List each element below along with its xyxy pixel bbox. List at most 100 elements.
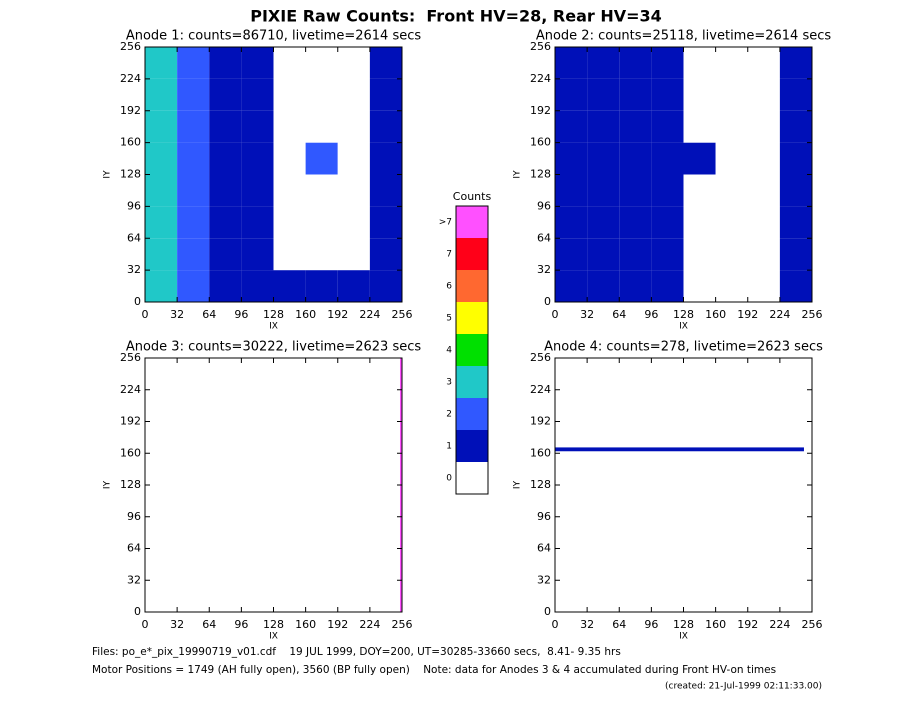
heatmap-cell: [587, 110, 620, 143]
heatmap-cell: [241, 270, 274, 302]
y-tick-label: 0: [134, 295, 141, 308]
heatmap-cell: [555, 142, 588, 175]
heatmap-cell: [587, 142, 620, 175]
footer-line: Motor Positions = 1749 (AH fully open), …: [92, 664, 776, 676]
y-tick-label: 96: [127, 510, 141, 523]
y-tick-label: 128: [120, 478, 141, 491]
heatmap-cell: [683, 78, 716, 111]
y-tick-label: 0: [544, 605, 551, 618]
heatmap-cell: [305, 110, 338, 143]
y-tick-label: 128: [530, 168, 551, 181]
heatmap-cell: [651, 142, 684, 175]
panel-title: Anode 2: counts=25118, livetime=2614 sec…: [536, 29, 832, 44]
heatmap-cell: [715, 78, 748, 111]
colorbar-frame: [455, 205, 489, 495]
heatmap-cell: [555, 358, 804, 448]
heatmap-cell: [651, 206, 684, 239]
colorbar-swatch: [456, 430, 488, 462]
heatmap-cell: [177, 174, 210, 207]
heatmap-cell: [145, 206, 178, 239]
y-tick-label: 160: [530, 136, 551, 149]
y-tick-label: 256: [530, 351, 551, 364]
colorbar-swatch: [456, 206, 488, 238]
heatmap-cell: [619, 47, 652, 79]
y-tick-label: 192: [530, 104, 551, 117]
heatmap-cell: [683, 47, 716, 79]
heatmap-cell: [555, 270, 588, 302]
panel-title: Anode 1: counts=86710, livetime=2614 sec…: [126, 29, 422, 44]
heatmap-cell: [177, 110, 210, 143]
x-tick-label: 192: [327, 618, 348, 631]
heatmap-cell: [241, 78, 274, 111]
heatmap-cell: [145, 358, 400, 612]
heatmap-cell: [241, 206, 274, 239]
heatmap-cell: [241, 238, 274, 271]
y-tick-label: 64: [537, 231, 551, 244]
heatmap-cell: [337, 110, 370, 143]
heatmap-cell: [651, 238, 684, 271]
panel-title: Anode 3: counts=30222, livetime=2623 sec…: [126, 340, 422, 355]
heatmap-cell: [683, 174, 716, 207]
heatmap-cell: [747, 206, 780, 239]
heatmap-cell: [555, 206, 588, 239]
y-tick-label: 192: [120, 415, 141, 428]
heatmap-cell: [555, 78, 588, 111]
heatmap-cell: [587, 174, 620, 207]
x-tick-label: 128: [673, 308, 694, 321]
heatmap-cell: [779, 270, 812, 302]
heatmap-cell: [337, 47, 370, 79]
y-tick-label: 224: [530, 72, 551, 85]
heatmap-cell: [337, 270, 370, 302]
heatmap-cell: [651, 47, 684, 79]
colorbar-swatch: [456, 270, 488, 302]
heatmap-cell: [209, 110, 242, 143]
heatmap-cell: [145, 174, 178, 207]
x-tick-label: 0: [552, 618, 559, 631]
x-tick-label: 224: [769, 618, 790, 631]
heatmap-cell: [145, 238, 178, 271]
heatmap-cell: [651, 78, 684, 111]
x-tick-label: 32: [170, 308, 184, 321]
heatmap-cell: [587, 206, 620, 239]
colorbar-swatch: [456, 366, 488, 398]
y-tick-label: 160: [530, 446, 551, 459]
heatmap-cell: [779, 238, 812, 271]
colorbar-label: 1: [446, 442, 452, 452]
heatmap-cell: [209, 78, 242, 111]
heatmap-cell: [619, 110, 652, 143]
y-tick-label: 160: [120, 446, 141, 459]
heatmap-cell: [779, 174, 812, 207]
heatmap-cell: [145, 78, 178, 111]
y-axis-label: IY: [513, 170, 523, 179]
x-tick-label: 32: [170, 618, 184, 631]
footer-line: (created: 21-Jul-1999 02:11:33.00): [665, 682, 822, 692]
heatmap-cell: [779, 47, 812, 79]
x-tick-label: 128: [263, 308, 284, 321]
colorbar-swatch: [456, 302, 488, 334]
x-axis-label: IX: [679, 322, 688, 332]
heatmap-cell: [305, 47, 338, 79]
figure-title: PIXIE Raw Counts: Front HV=28, Rear HV=3…: [250, 7, 662, 26]
y-tick-label: 32: [127, 263, 141, 276]
heatmap-cell: [209, 238, 242, 271]
x-tick-label: 256: [802, 618, 823, 631]
heatmap-cell: [651, 110, 684, 143]
heatmap-cell: [555, 174, 588, 207]
x-tick-label: 192: [737, 618, 758, 631]
x-tick-label: 0: [142, 308, 149, 321]
heatmap-cell: [619, 206, 652, 239]
x-tick-label: 64: [612, 308, 626, 321]
x-tick-label: 192: [737, 308, 758, 321]
x-tick-label: 32: [580, 308, 594, 321]
heatmap-cell: [715, 270, 748, 302]
heatmap-cell: [145, 110, 178, 143]
heatmap-cell: [683, 206, 716, 239]
heatmap-cell: [337, 174, 370, 207]
x-tick-label: 160: [295, 308, 316, 321]
footer-line: Files: po_e*_pix_19990719_v01.cdf 19 JUL…: [92, 646, 621, 658]
heatmap-cell: [209, 142, 242, 175]
heatmap-cell: [369, 270, 402, 302]
heatmap-cell: [747, 174, 780, 207]
heatmap-cell: [305, 78, 338, 111]
